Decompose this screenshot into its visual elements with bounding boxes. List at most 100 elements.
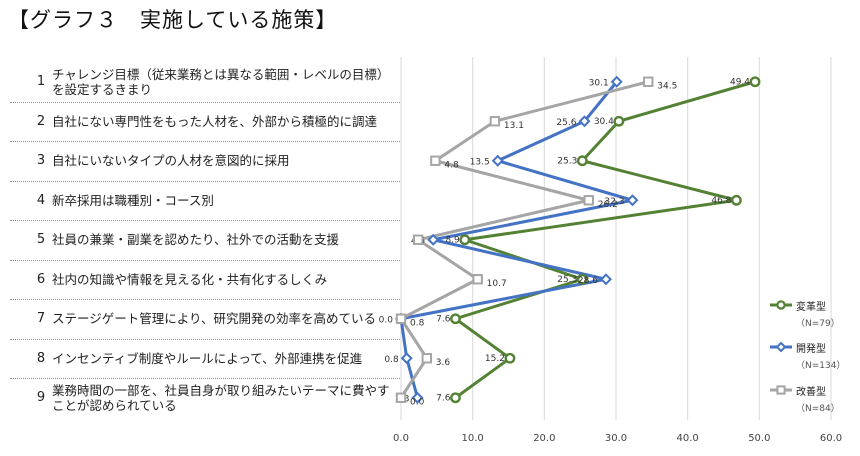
data-point-marker xyxy=(413,234,424,245)
data-label: 26.2 xyxy=(598,200,618,210)
legend-series-n: （N=84） xyxy=(796,404,840,414)
category-text: チャレンジ目標（従来業務とは異なる範囲・レベルの目標）を設定するきまり xyxy=(52,66,390,97)
legend-series-n: （N=134） xyxy=(796,361,846,371)
category-text: 社内の知識や情報を見える化・共有化するしくみ xyxy=(52,271,328,287)
row-separator xyxy=(10,220,400,221)
data-label: 46.8 xyxy=(711,196,731,206)
legend-marker xyxy=(775,341,787,353)
legend-entry: 開発型 （N=134） xyxy=(768,340,845,371)
category-label: 8 インセンティブ制度やルールによって、外部連携を促進 xyxy=(30,341,390,377)
data-label: 8.9 xyxy=(445,235,460,245)
category-number: 2 xyxy=(36,113,46,129)
category-text: 自社にいないタイプの人材を意図的に採用 xyxy=(52,153,290,169)
legend-entry: 改善型 （N=84） xyxy=(768,383,840,414)
category-text: 自社にない専門性をもった人材を、外部から積極的に調達 xyxy=(52,113,378,129)
data-point-marker xyxy=(411,391,424,404)
data-label: 49.4 xyxy=(730,77,750,87)
data-label: 30.4 xyxy=(594,117,614,127)
data-point-marker xyxy=(400,352,413,365)
data-point-marker xyxy=(610,75,623,88)
data-label: 7.6 xyxy=(436,393,451,403)
x-tick-label: 40.0 xyxy=(677,433,699,444)
data-point-marker xyxy=(613,115,625,127)
data-point-marker xyxy=(395,313,407,324)
data-point-marker xyxy=(504,352,516,364)
data-label: 7.6 xyxy=(436,314,451,324)
series-line-1 xyxy=(453,80,756,399)
data-point-marker xyxy=(731,194,742,206)
data-point-marker xyxy=(749,76,761,88)
data-point-marker xyxy=(450,392,461,404)
data-label: 0.0 xyxy=(379,315,394,325)
x-tick-label: 20.0 xyxy=(533,433,555,444)
data-point-marker xyxy=(459,234,471,246)
data-point-marker xyxy=(643,76,654,87)
category-number: 5 xyxy=(36,232,46,248)
category-text: 社員の兼業・副業を認めたり、社外での活動を支援 xyxy=(52,232,340,248)
legend-marker xyxy=(776,300,786,310)
legend-entry: 変革型 （N=79） xyxy=(768,298,840,329)
data-label: 4.8 xyxy=(444,160,459,170)
data-point-marker xyxy=(427,233,440,246)
data-label: 28.6 xyxy=(578,276,598,286)
category-number: 9 xyxy=(36,390,46,406)
data-point-marker xyxy=(491,154,504,167)
data-point-marker xyxy=(626,194,639,207)
data-point-marker xyxy=(599,273,612,286)
x-tick-label: 60.0 xyxy=(820,433,842,444)
data-point-marker xyxy=(583,195,594,206)
row-separator xyxy=(10,378,400,379)
legend-series-n: （N=79） xyxy=(796,319,840,329)
data-point-marker xyxy=(421,353,433,364)
data-label: 0.8 xyxy=(410,318,425,328)
row-separator xyxy=(10,338,400,340)
row-separator xyxy=(10,180,400,182)
legend-marker xyxy=(776,385,786,395)
chart-title: 【グラフ３ 実施している施策】 xyxy=(8,8,338,32)
legend-series-name: 変革型 xyxy=(796,302,826,313)
data-point-marker xyxy=(576,155,588,167)
data-point-marker xyxy=(430,155,441,166)
category-text: ステージゲート管理により、研究開発の効率を高めている xyxy=(52,311,377,327)
data-label: 15.2 xyxy=(485,354,505,364)
data-label: 13.1 xyxy=(504,121,524,131)
data-point-marker xyxy=(578,115,591,128)
category-number: 8 xyxy=(36,350,46,366)
category-text: インセンティブ制度やルールによって、外部連携を促進 xyxy=(52,350,363,366)
category-label: 6 社内の知識や情報を見える化・共有化するしくみ xyxy=(30,262,390,298)
category-label: 9 業務時間の一部を、社員自身が取り組みたいテーマに費やすことが認められている xyxy=(30,380,390,416)
row-separator xyxy=(10,299,400,300)
row-separator xyxy=(10,259,400,261)
x-tick-label: 0.0 xyxy=(393,433,409,444)
data-label: 30.1 xyxy=(589,78,609,88)
category-number: 7 xyxy=(36,311,46,327)
category-label: 2 自社にない専門性をもった人材を、外部から積極的に調達 xyxy=(30,104,390,140)
data-label: 25.3 xyxy=(557,275,577,285)
row-separator xyxy=(10,141,400,142)
data-point-marker xyxy=(576,273,588,285)
category-number: 1 xyxy=(36,74,46,90)
data-label: 13.5 xyxy=(470,157,490,167)
data-point-marker xyxy=(472,274,483,285)
x-tick-label: 10.0 xyxy=(462,433,484,444)
category-number: 6 xyxy=(36,271,46,287)
legend-series-name: 改善型 xyxy=(796,387,826,398)
data-label: 0.0 xyxy=(410,397,425,407)
x-tick-label: 50.0 xyxy=(748,433,770,444)
data-label: 10.7 xyxy=(487,279,507,289)
data-label: 3.6 xyxy=(436,358,451,368)
category-number: 3 xyxy=(36,153,46,169)
data-label: 32.3 xyxy=(604,197,624,207)
data-label: 0.8 xyxy=(384,355,399,365)
x-tick-label: 30.0 xyxy=(605,433,627,444)
category-label: 4 新卒採用は職種別・コース別 xyxy=(30,183,390,219)
data-label: 25.3 xyxy=(557,156,577,166)
category-label: 7 ステージゲート管理により、研究開発の効率を高めている xyxy=(30,301,390,337)
category-text: 新卒採用は職種別・コース別 xyxy=(52,192,214,208)
row-separator xyxy=(10,101,400,103)
legend-series-name: 開発型 xyxy=(796,344,826,355)
category-label: 3 自社にいないタイプの人材を意図的に採用 xyxy=(30,143,390,179)
category-label: 1 チャレンジ目標（従来業務とは異なる範囲・レベルの目標）を設定するきまり xyxy=(30,64,390,100)
data-label: 34.5 xyxy=(657,81,677,91)
